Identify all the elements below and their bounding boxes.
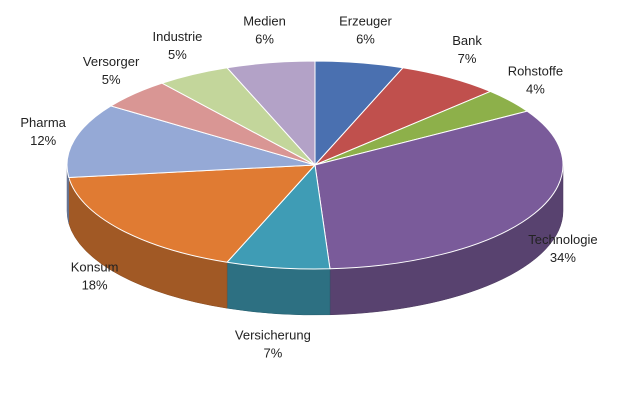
slice-label: Medien [243, 14, 286, 29]
slice-value-label: 6% [356, 32, 375, 47]
slice-label: Rohstoffe [508, 64, 563, 79]
slice-top [314, 110, 564, 270]
slice-label: Pharma [20, 115, 66, 130]
slice [66, 105, 316, 224]
slice [314, 110, 564, 316]
slice-label: Technologie [528, 232, 597, 247]
slice [226, 163, 331, 316]
slice-top [68, 164, 317, 263]
slice-value-label: 34% [550, 250, 576, 265]
slice-label: Erzeuger [339, 14, 392, 29]
slice-value-label: 6% [255, 32, 274, 47]
slice-value-label: 7% [263, 345, 282, 360]
slice-label: Industrie [153, 29, 203, 44]
slice-side [226, 261, 331, 316]
slice-label: Versicherung [235, 327, 311, 342]
slice-label: Bank [452, 33, 482, 48]
slice-value-label: 7% [458, 51, 477, 66]
slice-value-label: 4% [526, 82, 545, 97]
slice-value-label: 18% [82, 278, 108, 293]
slice [226, 60, 316, 167]
slice-value-label: 5% [168, 47, 187, 62]
slice-top [66, 105, 316, 179]
slice-label: Konsum [71, 260, 119, 275]
slice-value-label: 5% [102, 72, 121, 87]
slice-value-label: 12% [30, 133, 56, 148]
slice-label: Versorger [83, 54, 140, 69]
slice-top [226, 60, 316, 167]
